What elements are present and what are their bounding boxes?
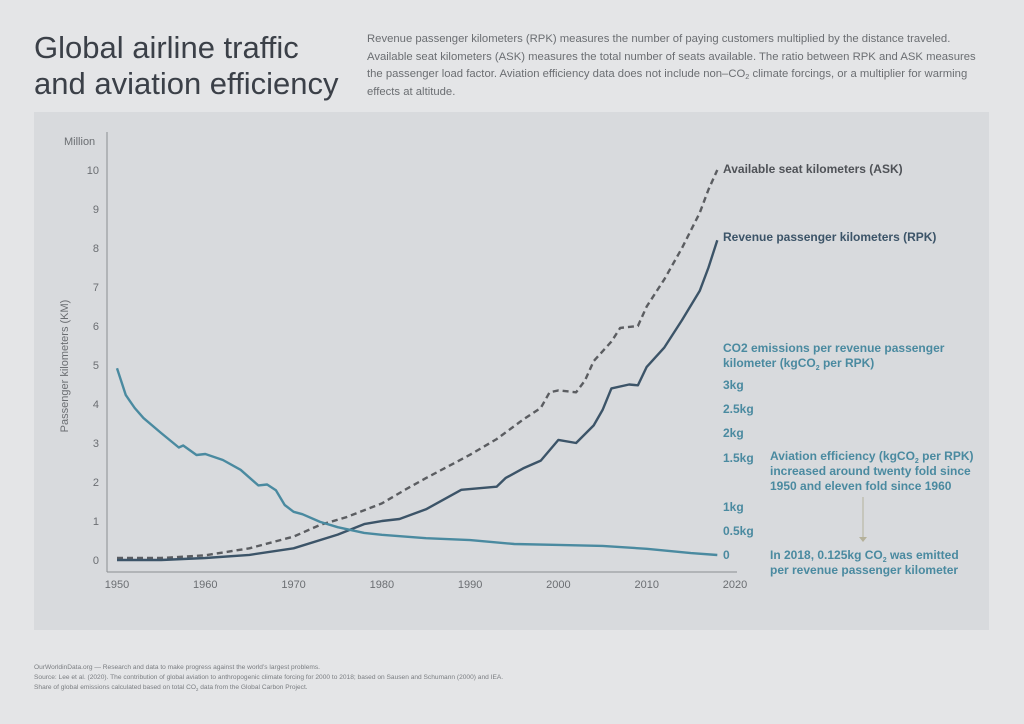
co2-tick-label: 2kg <box>723 426 744 440</box>
ask-line <box>117 169 719 560</box>
x-tick-label: 1950 <box>105 579 129 591</box>
footer-note-text: Share of global emissions calculated bas… <box>34 684 197 691</box>
footer-source: Source: Lee et al. (2020). The contribut… <box>34 674 504 681</box>
subscript: 2 <box>196 687 199 692</box>
efficiency-annotation: increased around twenty fold since <box>770 464 971 478</box>
y-tick-label: 7 <box>93 282 99 294</box>
x-tick-label: 1990 <box>458 579 482 591</box>
y-tick-label: 2 <box>93 477 99 489</box>
y-axis-title: Passenger kilometers (KM) <box>59 300 71 433</box>
y-tick-label: 9 <box>93 204 99 216</box>
description-text: climate forcings, or a multiplier for wa… <box>367 68 968 98</box>
footer-note-text: data from the Global Carbon Project. <box>198 684 308 691</box>
efficiency-annotation: Aviation efficiency (kgCO2 per RPK) <box>770 449 974 465</box>
rpk-label: Revenue passenger kilometers (RPK) <box>723 230 936 244</box>
y-tick-label: 0 <box>93 555 99 567</box>
efficiency-annotation: 1950 and eleven fold since 1960 <box>770 479 952 493</box>
description: Revenue passenger kilometers (RPK) measu… <box>367 31 977 101</box>
arrow-head-icon <box>859 537 867 542</box>
co2-tick-label: 0.5kg <box>723 524 754 538</box>
y-unit-label: Million <box>64 136 95 148</box>
co2-tick-label: 0 <box>723 548 730 562</box>
2018-annotation: per revenue passenger kilometer <box>770 563 958 577</box>
page-title: Global airline traffic and aviation effi… <box>34 30 339 101</box>
x-tick-label: 1980 <box>370 579 394 591</box>
rpk-line <box>117 239 719 562</box>
co2-tick-label: 3kg <box>723 378 744 392</box>
co2-tick-label: 2.5kg <box>723 402 754 416</box>
subscript: 2 <box>745 72 750 81</box>
y-tick-label: 3 <box>93 438 99 450</box>
y-tick-label: 4 <box>93 399 99 411</box>
co2-line <box>115 367 718 557</box>
x-tick-label: 2010 <box>634 579 658 591</box>
y-tick-label: 1 <box>93 516 99 528</box>
co2-tick-label: 1.5kg <box>723 451 754 465</box>
co2-axis-title: kilometer (kgCO2 per RPK) <box>723 356 874 372</box>
ask-label: Available seat kilometers (ASK) <box>723 162 903 176</box>
footer-note: Share of global emissions calculated bas… <box>34 684 308 692</box>
y-tick-label: 8 <box>93 243 99 255</box>
footer-owid: OurWorldinData.org — Research and data t… <box>34 664 320 671</box>
co2-tick-label: 1kg <box>723 500 744 514</box>
x-tick-label: 1960 <box>193 579 217 591</box>
co2-axis-title: CO2 emissions per revenue passenger <box>723 341 945 355</box>
y-tick-label: 5 <box>93 360 99 372</box>
x-tick-label: 1970 <box>281 579 305 591</box>
x-tick-label: 2000 <box>546 579 570 591</box>
2018-annotation: In 2018, 0.125kg CO2 was emitted <box>770 548 959 564</box>
x-tick-label: 2020 <box>723 579 747 591</box>
y-tick-label: 10 <box>87 165 99 177</box>
description-text: Revenue passenger kilometers (RPK) measu… <box>367 33 976 80</box>
y-tick-label: 6 <box>93 321 99 333</box>
